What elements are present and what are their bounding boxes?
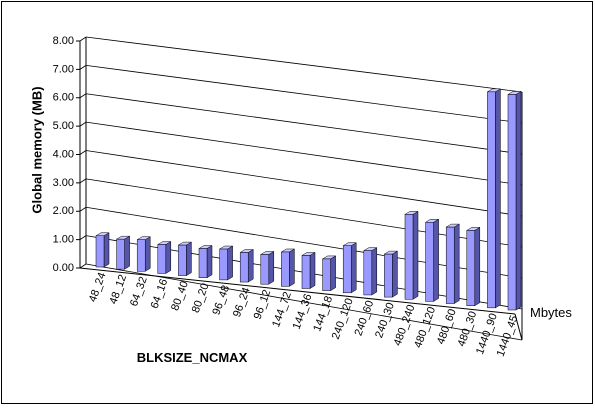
bar: [425, 221, 434, 302]
bar: [95, 235, 105, 268]
y-tick-label: 3.00: [53, 177, 74, 189]
y-tick-label: 1.00: [53, 234, 74, 246]
floor-edge: [79, 267, 516, 315]
y-tick-label: 4.00: [53, 148, 74, 160]
depth-line: [79, 178, 87, 184]
bar-side: [289, 248, 295, 287]
bar-side: [165, 241, 172, 274]
depth-line: [79, 121, 87, 127]
bar-side: [371, 247, 378, 296]
bar: [239, 252, 249, 283]
bar: [157, 244, 167, 274]
y-tick-label: 0.00: [53, 262, 74, 274]
bar-side: [412, 210, 419, 300]
bar: [507, 94, 517, 311]
bar: [219, 248, 228, 281]
x-axis-label: BLKSIZE_NCMAX: [137, 350, 248, 365]
y-tick-label: 7.00: [53, 63, 74, 75]
bar: [342, 245, 352, 294]
bar: [404, 214, 414, 300]
bar-side: [433, 218, 439, 302]
y-tick-label: 5.00: [53, 120, 74, 132]
depth-line: [79, 36, 87, 42]
bar-side: [247, 249, 254, 283]
grid-line: [85, 36, 523, 93]
bar-side: [495, 88, 501, 309]
grid-line: [85, 93, 523, 155]
bar: [116, 238, 125, 270]
bar: [198, 248, 208, 278]
bar-side: [206, 245, 213, 279]
bar-side: [392, 250, 398, 298]
bar: [178, 244, 187, 276]
bar: [136, 239, 146, 272]
bar-side: [268, 251, 275, 285]
depth-line: [79, 263, 87, 269]
bar-side: [350, 242, 357, 294]
bar: [301, 255, 311, 289]
bar-side: [515, 90, 522, 311]
bar: [466, 230, 476, 306]
bar-side: [124, 235, 130, 270]
bar-side: [330, 255, 336, 292]
grid-line: [85, 121, 523, 186]
y-axis-label: Global memory (MB): [29, 86, 44, 213]
y-tick-label: 6.00: [53, 92, 74, 104]
bar-side: [186, 241, 192, 277]
bar: [322, 258, 331, 291]
depth-line: [79, 206, 87, 212]
bar: [260, 254, 270, 285]
bar-side: [227, 245, 233, 281]
bar-side: [309, 252, 316, 289]
bar: [363, 250, 373, 296]
depth-line: [79, 235, 87, 240]
bar-side: [144, 236, 151, 272]
depth-line: [79, 65, 87, 70]
series-label: Mbytes: [530, 305, 572, 320]
grid-line: [85, 150, 523, 217]
depth-line: [79, 150, 87, 155]
bar: [445, 226, 455, 304]
y-tick-label: 2.00: [53, 205, 74, 217]
grid-line: [85, 64, 523, 124]
bar: [487, 91, 496, 309]
y-tick-label: 8.00: [53, 35, 74, 47]
bar-side: [453, 223, 460, 304]
bar: [281, 251, 290, 287]
bar-side: [474, 226, 481, 307]
bar: [384, 253, 393, 298]
floor-edge: [514, 313, 523, 341]
depth-line: [79, 93, 87, 99]
bar-side: [103, 232, 110, 268]
